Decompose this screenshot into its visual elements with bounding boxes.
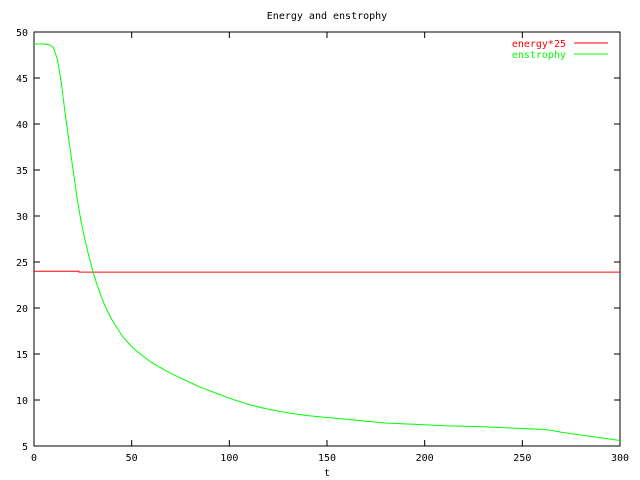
chart-title: Energy and enstrophy [267,11,387,22]
y-axis: 5 10 15 20 25 30 35 40 45 50 [16,28,620,453]
y-tick-label: 45 [16,74,28,85]
y-tick-label: 5 [22,442,28,453]
y-tick-label: 15 [16,350,28,361]
x-tick-label: 250 [513,453,531,464]
series-line-energy-25 [34,270,620,273]
y-tick-label: 50 [16,28,28,39]
x-tick-label: 50 [126,453,138,464]
x-tick-label: 150 [318,453,336,464]
x-tick-label: 0 [31,453,37,464]
y-tick-label: 30 [16,212,28,223]
y-tick-label: 35 [16,166,28,177]
x-axis-label: t [324,468,330,479]
y-tick-label: 40 [16,120,28,131]
x-tick-label: 100 [220,453,238,464]
series-line-enstrophy [34,43,621,441]
y-tick-label: 25 [16,258,28,269]
legend-label: enstrophy [512,50,566,61]
y-tick-label: 10 [16,396,28,407]
x-tick-label: 200 [416,453,434,464]
y-tick-label: 20 [16,304,28,315]
legend-item: enstrophy [512,50,608,61]
series-lines [34,43,621,441]
x-tick-label: 300 [611,453,629,464]
legend-item: energy*25 [512,39,608,50]
x-axis: 0 50 100 150 200 250 300 [31,32,629,464]
legend-label: energy*25 [512,39,566,50]
